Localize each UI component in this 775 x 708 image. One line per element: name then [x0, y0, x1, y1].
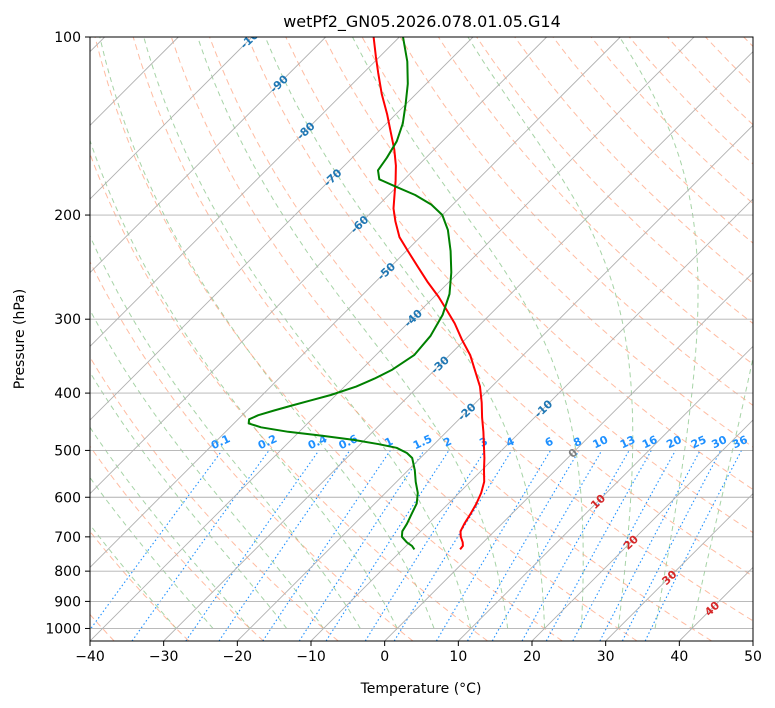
mixing-ratio-line [298, 450, 425, 641]
x-tick-label: 20 [523, 649, 541, 665]
y-tick-label: 100 [54, 30, 81, 46]
mixing-ratio-line [572, 450, 676, 641]
mixing-ratio-line [325, 450, 450, 641]
dry-adiabat-line [285, 37, 753, 534]
mixing-ratio-label: 36 [730, 433, 750, 451]
isotherm-line [90, 37, 253, 200]
mixing-ratio-label: 10 [591, 433, 611, 451]
moist-adiabat-line [352, 37, 584, 629]
y-tick-label: 500 [54, 443, 81, 459]
y-tick-label: 900 [54, 594, 81, 610]
isotherm-line [458, 345, 753, 641]
mixing-ratio-line [262, 450, 391, 641]
dry-adiabat-line [323, 37, 753, 491]
y-tick-label: 1000 [45, 621, 81, 637]
mixing-ratio-label: 30 [710, 433, 730, 451]
x-tick-label: −10 [296, 649, 326, 665]
y-tick-label: 300 [54, 312, 81, 328]
mixing-ratio-line [218, 450, 351, 641]
dry-adiabat-line [209, 37, 753, 622]
mixing-ratio-line [644, 450, 742, 641]
dry-adiabat-line [132, 37, 638, 641]
profiles [247, 37, 486, 551]
mixing-ratio-label: 13 [618, 433, 637, 451]
mixing-ratio-line [545, 450, 652, 641]
y-tick-label: 700 [54, 530, 81, 546]
x-tick-label: 40 [670, 649, 688, 665]
y-axis-label: Pressure (hPa) [12, 289, 28, 389]
dry-adiabat-line [90, 356, 339, 641]
dry-adiabat-line [90, 260, 414, 641]
dry-adiabat-line [247, 37, 753, 577]
isotherm-line [90, 37, 621, 568]
dry-adiabat-line [90, 445, 264, 641]
isotherm-line [163, 51, 753, 641]
x-tick-label: 50 [744, 649, 762, 665]
moist-adiabat-line [691, 355, 753, 629]
moist-adiabat-line [619, 37, 699, 629]
isotherm-line [90, 37, 326, 274]
isotherm-line [605, 493, 753, 641]
x-tick-label: −20 [223, 649, 253, 665]
dry-adiabat-line [94, 37, 563, 641]
x-tick-label: −40 [75, 649, 105, 665]
mixing-ratio-line [393, 450, 513, 641]
background-lines [90, 37, 753, 641]
isotherm-line [531, 419, 753, 641]
chart-title: wetPf2_GN05.2026.078.01.05.G14 [283, 12, 561, 32]
x-tick-label: 30 [597, 649, 615, 665]
moist-adiabat-line [90, 426, 251, 629]
x-tick-label: 0 [380, 649, 389, 665]
dewpoint-profile-line [247, 37, 453, 550]
moist-adiabat-line [90, 371, 288, 629]
mixing-ratio-label: 16 [640, 433, 660, 451]
y-tick-label: 600 [54, 490, 81, 506]
isotherm-line [90, 37, 474, 421]
mixing-ratio-line [621, 450, 722, 641]
temperature-profile-line [372, 37, 486, 551]
isotherm-line [90, 37, 695, 641]
moist-adiabat-line [90, 523, 177, 629]
isotherm-line [237, 124, 753, 641]
dry-adiabat-line [170, 37, 712, 641]
plot-frame [89, 36, 754, 642]
dry-adiabat-line [476, 37, 753, 325]
dry-adiabat-line [514, 37, 753, 284]
moist-adiabat-line [264, 37, 545, 629]
isotherm-line [90, 37, 400, 347]
isotherm-line [90, 37, 547, 495]
y-tick-label: 200 [54, 208, 81, 224]
mixing-ratio-label: 20 [664, 433, 684, 451]
x-tick-label: −30 [149, 649, 179, 665]
mixing-ratio-label: 25 [689, 433, 708, 451]
y-tick-label: 400 [54, 386, 81, 402]
y-tick-label: 800 [54, 564, 81, 580]
mixing-ratio-line [90, 450, 223, 631]
mixing-ratio-line [185, 450, 320, 641]
isotherm-line [384, 272, 753, 641]
moist-adiabat-line [90, 138, 398, 629]
moist-adiabat-line [90, 476, 214, 629]
moist-adiabat-line [467, 37, 634, 629]
axes: −40 −30 −20 −10 0 10 20 30 40 50 100 200 300 400 500 60… [45, 30, 762, 665]
isotherm-line [310, 198, 753, 641]
moist-adiabat-line [99, 37, 435, 629]
mixing-ratio-line [521, 450, 630, 641]
moist-adiabat-line [197, 37, 509, 629]
x-axis-label: Temperature (°C) [360, 681, 482, 697]
moist-adiabat-line [90, 234, 361, 629]
x-tick-label: 10 [449, 649, 467, 665]
